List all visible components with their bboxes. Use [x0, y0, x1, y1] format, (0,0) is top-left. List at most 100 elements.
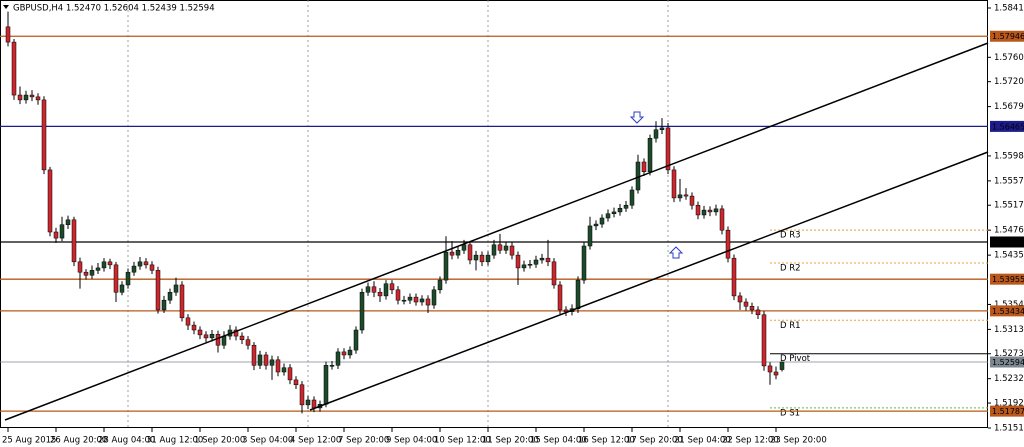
candle-body — [725, 229, 731, 259]
candle-body — [647, 138, 653, 172]
candle-body — [359, 292, 365, 331]
candle-body — [89, 270, 95, 276]
candle-body — [71, 219, 77, 263]
level-box — [990, 356, 1024, 368]
candle-body — [767, 365, 773, 373]
pivot-label: D S1 — [780, 408, 800, 418]
candle-body — [395, 289, 401, 301]
candle-body — [413, 296, 419, 303]
candle-body — [599, 217, 605, 225]
candle-body — [641, 161, 647, 172]
candle-body — [425, 298, 431, 306]
candle-body — [353, 329, 359, 351]
candle-body — [305, 399, 311, 406]
x-tick-label: 9 Sep 04:00 — [386, 436, 437, 446]
candle-body — [527, 264, 533, 266]
candle-body — [455, 250, 461, 256]
candle-body — [467, 244, 473, 261]
candle-body — [443, 251, 449, 281]
candle-body — [47, 169, 53, 233]
candle-body — [233, 329, 239, 337]
pivot-label: D Pivot — [780, 354, 811, 364]
x-tick-label: 16 Sep 12:00 — [578, 436, 635, 446]
levels: D R3 D R2 D R1 D Pivot D S1 — [0, 35, 988, 418]
level-box — [990, 30, 1024, 42]
level-box — [990, 305, 1024, 317]
candle-body — [263, 354, 269, 366]
candle-body — [689, 195, 695, 206]
candle-body — [515, 254, 521, 269]
pivot-label: D R1 — [780, 321, 801, 331]
candle-body — [209, 334, 215, 339]
y-tick-label: 1.55980 — [994, 151, 1024, 161]
candle-body — [461, 244, 467, 251]
channel-upper — [4, 42, 989, 421]
candle-body — [35, 96, 41, 101]
candle-body — [221, 335, 227, 346]
candle-body — [683, 194, 689, 197]
candle-body — [185, 317, 191, 326]
y-tick-label: 1.51510 — [994, 424, 1024, 434]
grid — [127, 0, 669, 428]
y-tick-label: 1.53130 — [994, 325, 1024, 335]
candle-body — [299, 384, 305, 406]
x-tick-label: 21 Sep 04:00 — [674, 436, 731, 446]
candle-body — [695, 204, 701, 216]
channel-lower — [309, 151, 989, 411]
candle-body — [143, 261, 149, 266]
chart-title: GBPUSD,H4 1.52470 1.52604 1.52439 1.5259… — [13, 4, 215, 14]
candle-body — [377, 292, 383, 297]
level-box — [990, 236, 1024, 248]
candle-body — [131, 265, 137, 273]
candle-body — [533, 259, 539, 265]
candle-body — [95, 267, 101, 271]
candle-body — [605, 213, 611, 219]
candle-body — [257, 354, 263, 366]
candle-body — [701, 209, 707, 216]
x-tick-label: 10 Sep 12:00 — [434, 436, 491, 446]
candle-body — [593, 223, 599, 227]
candle-body — [449, 251, 455, 256]
candle-body — [251, 344, 257, 366]
candle-body — [731, 257, 737, 297]
level-label: 1.53955 — [992, 275, 1024, 284]
candle-body — [311, 399, 317, 409]
candle-body — [551, 261, 557, 286]
x-tick-label: 26 Aug 20:00 — [50, 436, 107, 446]
candle-body — [431, 289, 437, 306]
plot-frame — [0, 0, 988, 428]
x-tick-label: 7 Sep 20:00 — [338, 436, 389, 446]
candle-body — [113, 264, 119, 293]
x-tick-label: 22 Sep 12:00 — [722, 436, 779, 446]
candle-body — [497, 244, 503, 251]
candle-body — [611, 211, 617, 214]
x-tick-label: 25 Aug 2015 — [2, 436, 56, 446]
candle-body — [65, 219, 71, 225]
pivot-label: D R3 — [780, 231, 801, 241]
y-tick-label: 1.51920 — [994, 399, 1024, 409]
candle-body — [407, 296, 413, 301]
candle-body — [485, 254, 491, 263]
candle-body — [329, 365, 335, 367]
level-box — [990, 273, 1024, 285]
level-label: 1.51787 — [992, 407, 1024, 416]
candle-body — [179, 284, 185, 319]
candle-body — [509, 245, 515, 256]
y-tick-label: 1.58410 — [994, 4, 1024, 14]
candle-body — [563, 309, 569, 312]
candle-body — [587, 225, 593, 247]
candle-body — [323, 365, 329, 405]
candle-body — [401, 299, 407, 302]
candle-body — [665, 127, 671, 171]
candle-body — [491, 244, 497, 256]
candle-body — [173, 284, 179, 293]
candle-body — [17, 94, 23, 101]
candle-body — [575, 279, 581, 309]
x-tick-label: 28 Aug 04:00 — [98, 436, 155, 446]
candle-body — [737, 295, 743, 303]
candle-body — [83, 271, 89, 276]
y-tick-label: 1.57200 — [994, 77, 1024, 87]
candle-body — [581, 245, 587, 281]
candle-body — [437, 279, 443, 291]
